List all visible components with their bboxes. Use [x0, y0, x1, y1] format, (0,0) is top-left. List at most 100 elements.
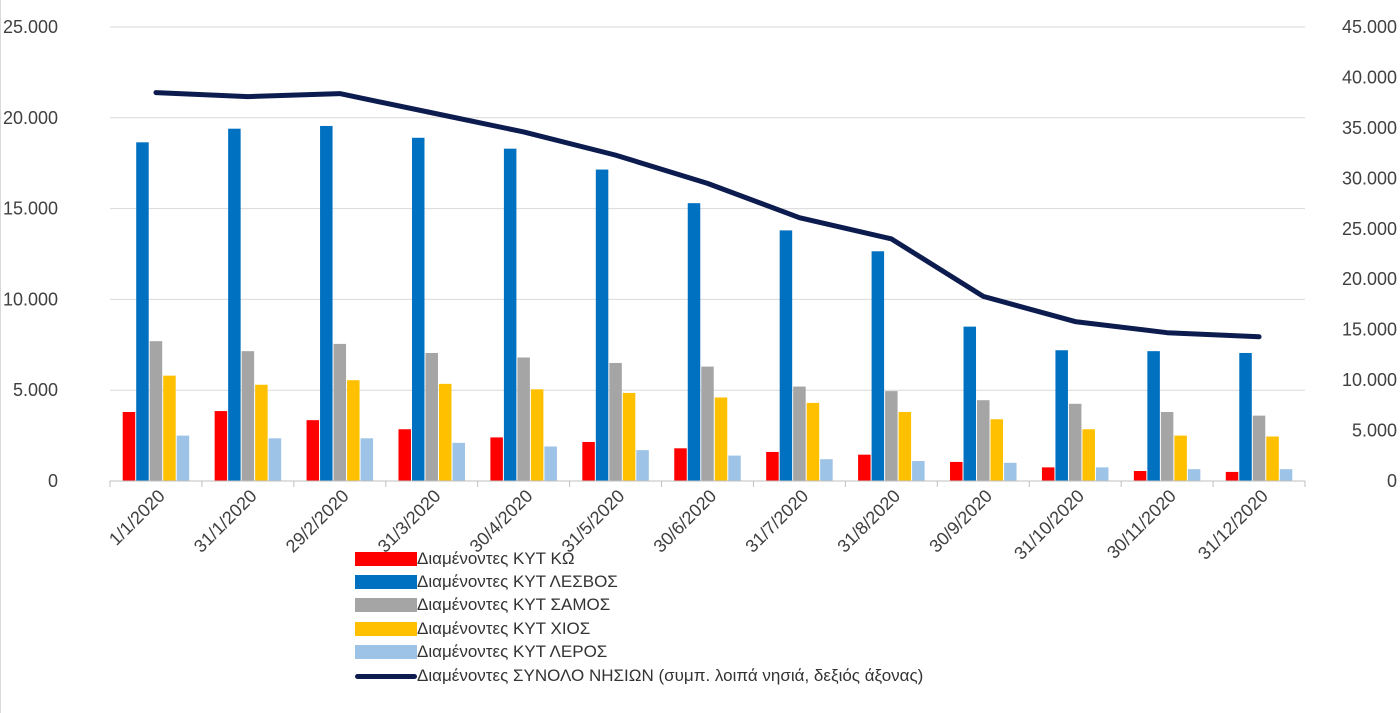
bar [255, 384, 268, 481]
legend-item: Διαμένοντες ΚΥΤ ΣΑΜΟΣ [355, 594, 923, 617]
y-right-tick-label: 40.000 [1342, 67, 1397, 87]
bar [1068, 403, 1082, 481]
bar [701, 366, 714, 481]
legend-swatch [355, 598, 417, 613]
bar [517, 357, 530, 481]
bar [1147, 351, 1160, 481]
bar [912, 461, 925, 481]
x-tick-label: 30/6/2020 [650, 486, 721, 557]
x-tick-label: 31/5/2020 [558, 486, 629, 557]
bar [990, 419, 1004, 481]
bar [214, 411, 228, 481]
y-right-tick-label: 20.000 [1342, 269, 1397, 289]
bar [333, 343, 347, 481]
bar [241, 351, 255, 481]
bar [1239, 352, 1252, 481]
bar [1133, 471, 1147, 481]
legend: Διαμένοντες ΚΥΤ ΚΩ Διαμένοντες ΚΥΤ ΛΕΣΒΟΣ… [355, 547, 923, 687]
bar [1252, 415, 1266, 481]
y-right-tick-label: 45.000 [1342, 17, 1397, 37]
bar [977, 400, 990, 481]
bar [871, 251, 885, 481]
x-tick-label: 30/4/2020 [466, 486, 537, 557]
bar [582, 441, 595, 481]
y-left-tick-label: 10.000 [3, 289, 58, 309]
bar [636, 450, 649, 481]
bar [687, 203, 701, 482]
legend-item: Διαμένοντες ΚΥΤ ΛΕΡΟΣ [355, 641, 923, 664]
bar [360, 438, 374, 481]
bar [1055, 350, 1068, 481]
bar [306, 420, 320, 481]
bar [1082, 429, 1095, 481]
legend-swatch [355, 551, 417, 566]
bar [544, 446, 557, 481]
legend-item: Διαμένοντες ΚΥΤ ΧΙΟΣ [355, 617, 923, 640]
bar [674, 448, 687, 481]
bar [858, 454, 871, 481]
legend-item: Διαμένοντες ΚΥΤ ΚΩ [355, 547, 923, 570]
bar [1279, 469, 1293, 481]
bar [950, 461, 963, 481]
y-right-tick-label: 5.000 [1352, 421, 1397, 441]
bar [1041, 467, 1055, 481]
bar [503, 148, 517, 481]
y-right-tick-label: 35.000 [1342, 118, 1397, 138]
bar [779, 230, 793, 481]
x-tick-label: 29/2/2020 [282, 486, 353, 557]
legend-item: Διαμένοντες ΚΥΤ ΛΕΣΒΟΣ [355, 570, 923, 593]
bar [1095, 467, 1109, 481]
bar [898, 411, 912, 481]
bar [793, 386, 806, 481]
bar [1266, 436, 1279, 481]
bar [1174, 435, 1187, 481]
bar [820, 459, 833, 481]
bar [122, 411, 136, 481]
x-tick-label: 31/12/2020 [1194, 486, 1272, 564]
bar [228, 128, 241, 482]
bar [149, 341, 163, 481]
y-left-tick-label: 25.000 [3, 17, 58, 37]
bar [268, 438, 282, 481]
x-tick-label: 31/10/2020 [1010, 486, 1088, 564]
bar [1187, 469, 1201, 481]
legend-label: Διαμένοντες ΣΥΝΟΛΟ ΝΗΣΙΩΝ (συμπ. λοιπά ν… [417, 665, 924, 685]
bar [806, 402, 820, 481]
bar [530, 389, 544, 481]
bar [1004, 462, 1017, 481]
bar [728, 455, 741, 481]
bar [622, 392, 636, 481]
bar [320, 125, 333, 482]
gridlines [110, 26, 1305, 391]
x-tick-label: 31/7/2020 [741, 486, 812, 557]
bar [963, 326, 977, 481]
y-right-tick-label: 10.000 [1342, 370, 1397, 390]
x-tick-label: 31/3/2020 [374, 486, 445, 557]
chart-frame-edge [0, 0, 1, 713]
y-left-tick-label: 0 [48, 471, 58, 491]
legend-swatch [355, 669, 417, 683]
bar [438, 383, 452, 481]
bars [122, 125, 1293, 482]
x-tick-label: 31/1/2020 [190, 486, 261, 557]
y-left-tick-label: 5.000 [13, 380, 58, 400]
y-right-tick-label: 25.000 [1342, 219, 1397, 239]
bar [1225, 471, 1239, 481]
x-tick-label: 1/1/2020 [105, 486, 169, 550]
legend-label: Διαμένοντες ΚΥΤ ΛΕΣΒΟΣ [417, 572, 618, 592]
legend-swatch [355, 621, 417, 636]
x-tick-label: 30/9/2020 [925, 486, 996, 557]
y-left-tick-label: 20.000 [3, 108, 58, 128]
bar [1160, 411, 1174, 481]
bar [411, 137, 425, 481]
legend-item: Διαμένοντες ΣΥΝΟΛΟ ΝΗΣΙΩΝ (συμπ. λοιπά ν… [355, 664, 923, 687]
bar [714, 397, 728, 481]
bar [885, 391, 898, 481]
legend-label: Διαμένοντες ΚΥΤ ΚΩ [417, 548, 575, 568]
bar [163, 375, 176, 481]
bar [347, 380, 360, 481]
bar [490, 437, 503, 481]
legend-swatch [355, 645, 417, 660]
bar [398, 429, 411, 481]
